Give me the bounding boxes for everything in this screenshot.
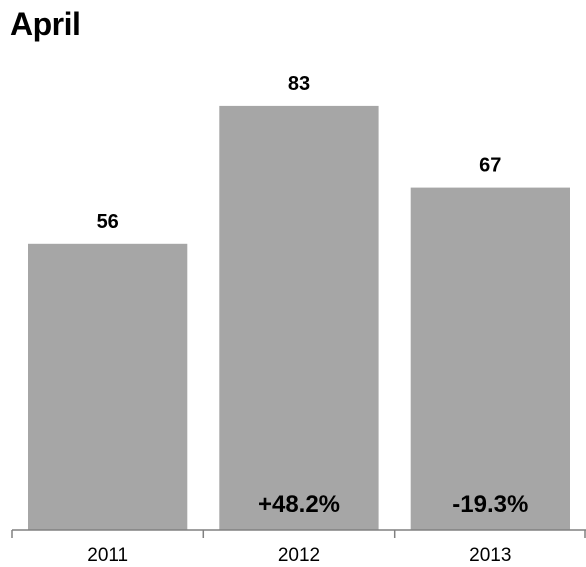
x-tick-label-2013: 2013 — [469, 545, 511, 566]
data-labels-layer: 56 83 67 — [97, 73, 502, 233]
bar-2011 — [28, 243, 188, 531]
bar-2013 — [410, 187, 570, 530]
change-label-2013: -19.3% — [452, 491, 528, 518]
bars-layer — [28, 105, 570, 531]
x-tick-label-2012: 2012 — [278, 545, 320, 566]
change-labels-layer: +48.2% -19.3% — [258, 491, 528, 518]
change-label-2012: +48.2% — [258, 491, 340, 518]
x-axis: 2011 2012 2013 — [11, 529, 586, 566]
data-label-2013: 67 — [479, 155, 501, 177]
data-label-2012: 83 — [288, 73, 310, 95]
chart-title: April — [10, 6, 81, 42]
data-label-2011: 56 — [97, 211, 119, 233]
x-tick-label-2011: 2011 — [87, 545, 128, 566]
bar-2012 — [219, 105, 379, 531]
